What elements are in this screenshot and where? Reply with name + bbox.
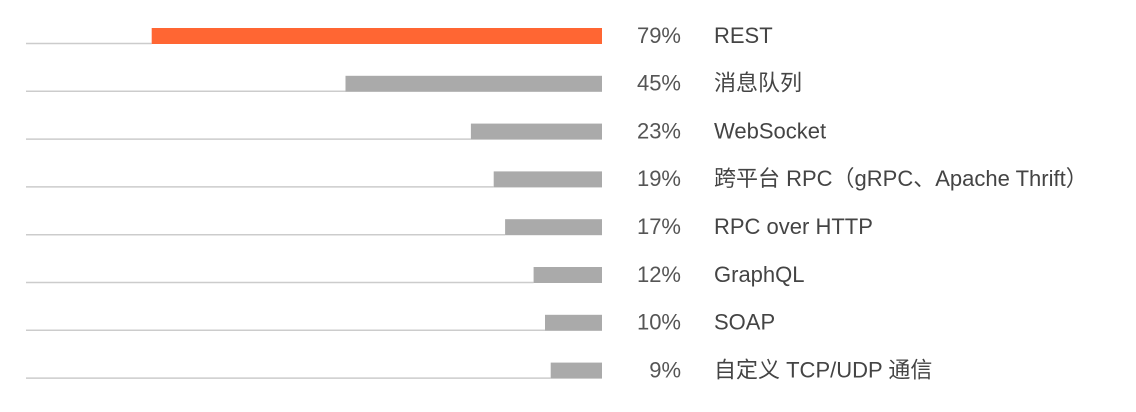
value-label: 23% xyxy=(637,118,681,143)
value-label: 12% xyxy=(637,262,681,287)
bar xyxy=(470,123,602,140)
category-label: SOAP xyxy=(714,310,775,335)
value-label: 9% xyxy=(649,357,681,382)
bar-row: 79% REST xyxy=(26,23,773,48)
bar-row: 45% 消息队列 xyxy=(26,71,802,96)
bar xyxy=(493,171,602,188)
bar-row: 10% SOAP xyxy=(26,310,775,335)
bar xyxy=(533,267,602,283)
value-label: 17% xyxy=(637,214,681,239)
bar xyxy=(151,28,602,44)
bar-row: 23% WebSocket xyxy=(26,118,826,143)
value-label: 19% xyxy=(637,166,681,191)
value-label: 10% xyxy=(637,310,681,335)
bar-row: 19% 跨平台 RPC（gRPC、Apache Thrift） xyxy=(26,166,1088,191)
category-label: 消息队列 xyxy=(714,71,802,96)
bar xyxy=(345,75,602,92)
bar xyxy=(545,314,602,331)
value-label: 79% xyxy=(637,23,681,48)
bar-row: 9% 自定义 TCP/UDP 通信 xyxy=(26,357,932,382)
category-label: 跨平台 RPC（gRPC、Apache Thrift） xyxy=(714,166,1088,191)
category-label: GraphQL xyxy=(714,262,805,287)
category-label: REST xyxy=(714,23,773,48)
category-label: WebSocket xyxy=(714,118,826,143)
bar-row: 12% GraphQL xyxy=(26,262,805,287)
category-label: 自定义 TCP/UDP 通信 xyxy=(714,357,932,382)
value-label: 45% xyxy=(637,71,681,96)
bar-row: 17% RPC over HTTP xyxy=(26,214,873,239)
bar-rows: 79% REST 45% 消息队列 23% WebSocket 19% 跨平台 RPC（gRP… xyxy=(26,23,1088,382)
bar xyxy=(550,362,602,379)
bar xyxy=(505,219,602,236)
category-label: RPC over HTTP xyxy=(714,214,873,239)
